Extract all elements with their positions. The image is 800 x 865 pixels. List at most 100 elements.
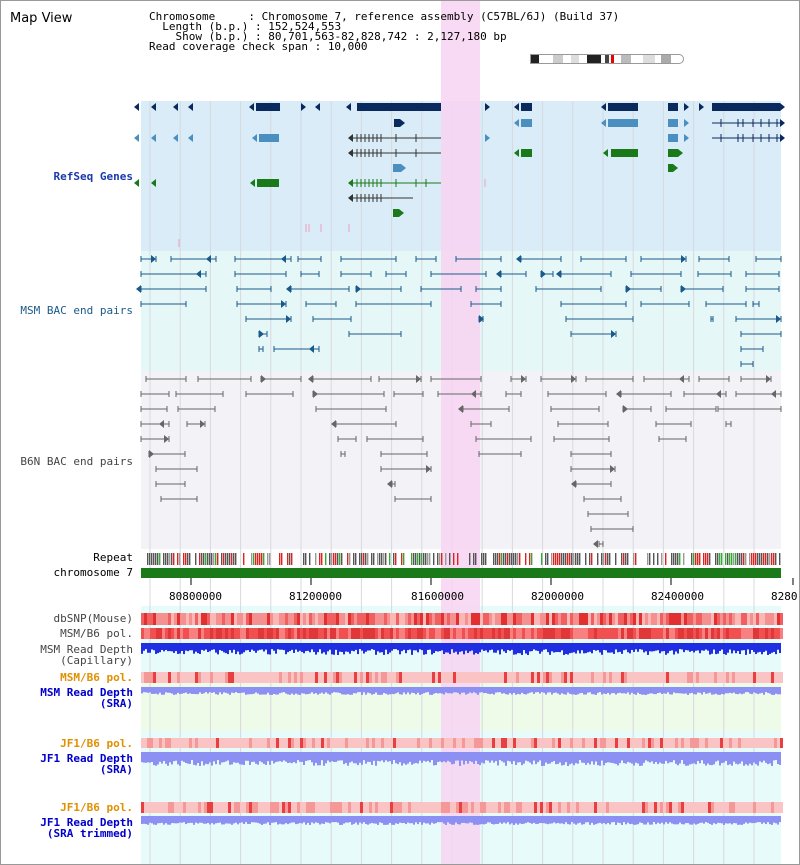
chromosome-ideogram[interactable]: [530, 54, 684, 64]
heatmap-cell: [762, 738, 765, 748]
depth-bar: [343, 752, 345, 765]
depth-bar: [457, 816, 459, 825]
heatmap-cell: [186, 613, 189, 625]
track-label-msm-read-depth-sra[interactable]: MSM Read Depth (SRA): [40, 687, 133, 709]
depth-bar: [147, 643, 149, 653]
depth-bar: [159, 752, 161, 762]
depth-bar: [271, 643, 273, 650]
depth-bar: [253, 816, 255, 823]
track-label-msm-bac-end-pairs[interactable]: MSM BAC end pairs: [20, 304, 133, 317]
track-label-b6n-bac-end-pairs[interactable]: B6N BAC end pairs: [20, 455, 133, 468]
depth-bar: [543, 752, 545, 766]
depth-bar: [461, 687, 463, 693]
depth-bar: [705, 816, 707, 823]
depth-bar: [633, 687, 635, 695]
track-label-jf1-b6-pol-trimmed[interactable]: JF1/B6 pol.: [60, 801, 133, 814]
depth-bar: [637, 752, 639, 764]
depth-bar: [569, 643, 571, 654]
depth-bar: [465, 687, 467, 695]
depth-bar: [511, 752, 513, 764]
track-label-dbsnp[interactable]: dbSNP(Mouse): [53, 612, 133, 625]
depth-bar: [543, 643, 545, 650]
depth-bar: [595, 643, 597, 651]
gene-strand-arrow: [416, 375, 421, 383]
track-label-jf1-read-depth-sra-trimmed[interactable]: JF1 Read Depth (SRA trimmed): [40, 817, 133, 839]
heatmap-cell: [324, 672, 327, 683]
repeat-mark: [289, 553, 291, 565]
depth-bar: [721, 752, 723, 764]
heatmap-cell: [216, 738, 219, 748]
track-label-jf1-read-depth-sra[interactable]: JF1 Read Depth (SRA): [40, 753, 133, 775]
depth-bar: [323, 752, 325, 766]
depth-bar: [573, 643, 575, 653]
heatmap-cell: [657, 802, 660, 813]
depth-bar: [339, 816, 341, 825]
heatmap-cell: [585, 738, 588, 748]
depth-bar: [733, 687, 735, 693]
depth-bar: [627, 687, 629, 693]
repeat-mark: [495, 553, 497, 565]
depth-bar: [557, 752, 559, 764]
depth-bar: [495, 687, 497, 693]
track-label-repeat[interactable]: Repeat: [93, 551, 133, 564]
depth-bar: [165, 752, 167, 764]
depth-bar: [375, 752, 377, 766]
heatmap-cell: [360, 613, 363, 625]
heatmap-cell: [348, 613, 351, 625]
heatmap-cell: [693, 628, 696, 639]
heatmap-cell: [342, 628, 345, 639]
heatmap-cell: [348, 738, 351, 748]
heatmap-cell: [462, 738, 465, 748]
depth-bar: [599, 816, 601, 823]
depth-bar: [509, 687, 511, 694]
track-label-msm-b6-pol-sra[interactable]: MSM/B6 pol.: [60, 671, 133, 684]
depth-bar: [617, 816, 619, 823]
depth-bar: [271, 752, 273, 761]
heatmap-cell: [210, 738, 213, 748]
depth-bar: [171, 816, 173, 824]
depth-bar: [241, 752, 243, 765]
depth-bar: [383, 816, 385, 825]
heatmap-cell: [309, 672, 312, 683]
depth-bar: [167, 816, 169, 825]
depth-bar: [765, 752, 767, 763]
depth-bar: [677, 752, 679, 766]
track-label-msm-b6-pol[interactable]: MSM/B6 pol.: [60, 627, 133, 640]
depth-bar: [671, 816, 673, 824]
depth-bar: [249, 643, 251, 652]
heatmap-cell: [777, 738, 780, 748]
depth-bar: [367, 643, 369, 651]
heatmap-cell: [294, 628, 297, 639]
depth-bar: [203, 752, 205, 766]
depth-bar: [537, 643, 539, 651]
heatmap-cell: [621, 738, 624, 748]
depth-bar: [611, 687, 613, 694]
heatmap-cell: [195, 738, 198, 748]
track-label-msm-read-depth-capillary[interactable]: MSM Read Depth (Capillary): [40, 644, 133, 666]
depth-bar: [207, 752, 209, 765]
heatmap-cell: [621, 613, 624, 625]
depth-bar: [767, 643, 769, 655]
gene-block: [668, 134, 678, 142]
depth-bar: [367, 816, 369, 825]
heatmap-cell: [393, 802, 396, 813]
heatmap-cell: [603, 738, 606, 748]
heatmap-cell: [402, 738, 405, 748]
heatmap-cell: [483, 802, 486, 813]
heatmap-cell: [714, 613, 717, 625]
repeat-mark: [753, 553, 755, 565]
heatmap-cell: [681, 672, 684, 683]
depth-bar: [181, 752, 183, 761]
heatmap-cell: [351, 738, 354, 748]
depth-bar: [255, 643, 257, 653]
track-label-chromosome[interactable]: chromosome 7: [53, 566, 133, 579]
depth-bar: [773, 687, 775, 695]
track-label-refseq-genes[interactable]: RefSeq Genes: [53, 170, 133, 183]
repeat-mark: [755, 553, 757, 565]
track-label-jf1-b6-pol[interactable]: JF1/B6 pol.: [60, 737, 133, 750]
depth-bar: [619, 643, 621, 652]
depth-bar: [381, 687, 383, 695]
depth-bar: [305, 643, 307, 652]
depth-bar: [257, 687, 259, 694]
